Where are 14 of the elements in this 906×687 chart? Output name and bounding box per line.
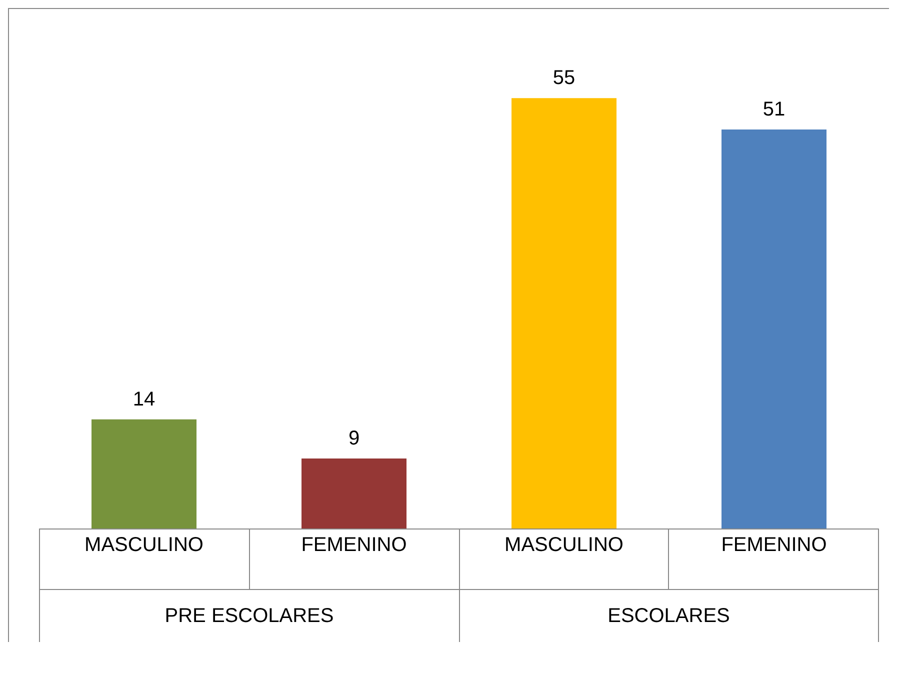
bar [92,419,196,529]
x-tick-label: MASCULINO [84,534,204,556]
x-tick-label: FEMENINO [721,534,827,556]
data-label: 55 [552,67,576,90]
x-tick-label: MASCULINO [504,534,624,556]
bar [722,130,826,529]
data-label: 9 [348,428,360,450]
data-label: 51 [762,98,786,120]
text: PRE ESCOLARES [39,589,458,642]
x-tick-label: FEMENINO [301,534,407,556]
data-label: 14 [132,388,156,410]
text: ESCOLARES [458,589,879,642]
bar [512,98,616,529]
bar [302,458,406,529]
